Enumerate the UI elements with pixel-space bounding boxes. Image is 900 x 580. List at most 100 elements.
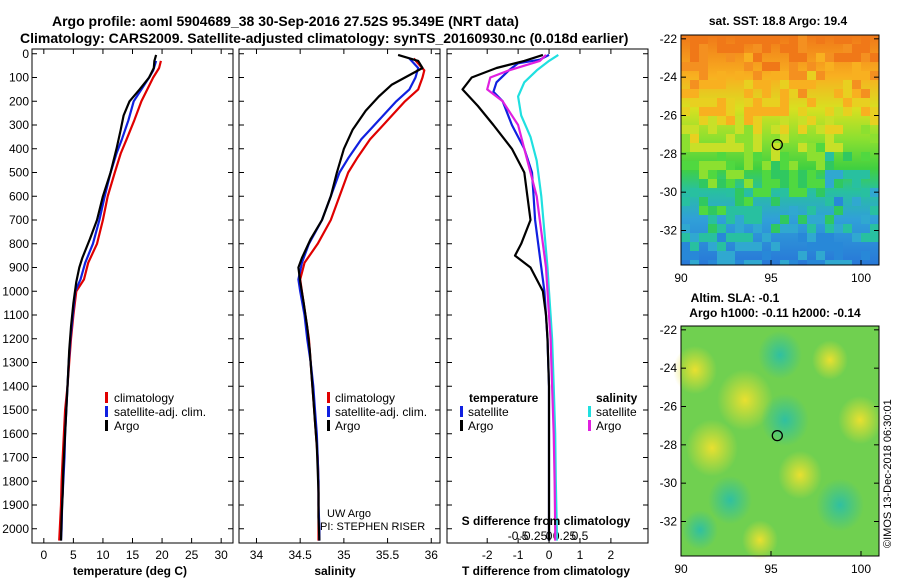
sst-cell [870, 107, 879, 116]
sst-cell [852, 179, 861, 188]
sst-cell [771, 224, 780, 233]
lat-tick-label: -22 [660, 323, 678, 337]
sst-cell [834, 179, 843, 188]
sst-cell [816, 161, 825, 170]
sst-cell [771, 134, 780, 143]
sst-cell [780, 161, 789, 170]
depth-tick-label: 600 [9, 189, 29, 203]
sst-cell [744, 134, 753, 143]
sst-cell [780, 152, 789, 161]
sst-cell [789, 260, 798, 265]
sst-cell [861, 98, 870, 107]
sst-cell [762, 161, 771, 170]
sst-cell [717, 233, 726, 242]
sst-cell [852, 233, 861, 242]
difference-plot-frame [446, 48, 649, 544]
sst-cell [798, 233, 807, 242]
depth-tick-label: 500 [9, 166, 29, 180]
sst-cell [834, 224, 843, 233]
legend-label-s-argo: Argo [596, 419, 622, 433]
sst-cell [798, 80, 807, 89]
sst-cell [834, 107, 843, 116]
sst-cell [780, 179, 789, 188]
sst-cell [699, 71, 708, 80]
depth-tick-label: 0 [22, 47, 29, 61]
sst-cell [699, 35, 708, 44]
legend-swatch-climatology [327, 392, 330, 403]
sst-cell [726, 251, 735, 260]
legend-label-argo: Argo [114, 419, 140, 433]
sst-cell [825, 215, 834, 224]
legend-label-climatology: climatology [335, 391, 395, 405]
legend-label-s-satellite: satellite [596, 405, 637, 419]
legend-swatch-climatology [105, 392, 108, 403]
depth-tick-label: 1000 [2, 284, 29, 298]
sst-cell [762, 89, 771, 98]
sst-cell [735, 206, 744, 215]
sst-cell [735, 242, 744, 251]
sst-cell [807, 62, 816, 71]
sst-cell [681, 251, 690, 260]
sst-cell [825, 242, 834, 251]
sst-cell [726, 260, 735, 265]
x-tick-label: 5 [70, 548, 77, 562]
sst-cell [717, 107, 726, 116]
sst-cell [690, 98, 699, 107]
x-tick-label: 35.5 [376, 548, 400, 562]
sst-cell [789, 35, 798, 44]
depth-tick-label: 900 [9, 261, 29, 275]
sst-cell [771, 62, 780, 71]
sst-cell [735, 116, 744, 125]
sst-cell [807, 98, 816, 107]
sst-cell [690, 125, 699, 134]
sst-cell [816, 152, 825, 161]
sst-cell [681, 161, 690, 170]
salinity-depth-ticks [239, 53, 440, 530]
sst-cell [744, 179, 753, 188]
sst-cell [708, 125, 717, 134]
sst-map-title: sat. SST: 18.8 Argo: 19.4 [709, 14, 848, 28]
sst-cell [789, 89, 798, 98]
legend-swatch-t-satellite [460, 406, 463, 417]
s-difference-tick-label: 0.5 [572, 529, 589, 543]
sst-cell [780, 116, 789, 125]
sst-cell [825, 197, 834, 206]
sst-cell [861, 71, 870, 80]
sst-cell [852, 62, 861, 71]
sst-cell [834, 125, 843, 134]
sst-cell [726, 206, 735, 215]
sst-cell [708, 80, 717, 89]
sst-cell [699, 197, 708, 206]
sst-cell [762, 170, 771, 179]
x-tick-label: 1 [577, 548, 584, 562]
sst-cell [834, 242, 843, 251]
sst-cell [843, 80, 852, 89]
sst-cell [771, 161, 780, 170]
sst-cell [870, 224, 879, 233]
sst-cell [744, 62, 753, 71]
sst-cell [816, 179, 825, 188]
series-line-s-argo [486, 54, 557, 541]
legend-label-t-satellite: satellite [468, 405, 509, 419]
lon-tick-label: 100 [851, 271, 871, 285]
sst-cell [681, 233, 690, 242]
sst-cell [753, 224, 762, 233]
sst-cell [744, 53, 753, 62]
sst-cell [699, 62, 708, 71]
sst-cell [789, 53, 798, 62]
sst-cell [798, 44, 807, 53]
temperature-xlabel: temperature (deg C) [73, 564, 187, 578]
sst-cell [699, 44, 708, 53]
sst-cell [690, 134, 699, 143]
x-tick-label: 10 [96, 548, 110, 562]
sst-cell [690, 53, 699, 62]
legend-label-satellite: satellite-adj. clim. [114, 405, 206, 419]
sst-cell [852, 89, 861, 98]
sst-cell [717, 224, 726, 233]
sst-cell [807, 80, 816, 89]
lat-tick-label: -30 [660, 185, 678, 199]
sla-anomaly-blob [686, 419, 738, 477]
depth-tick-label: 100 [9, 71, 29, 85]
sst-cell [798, 188, 807, 197]
sst-cell [744, 107, 753, 116]
